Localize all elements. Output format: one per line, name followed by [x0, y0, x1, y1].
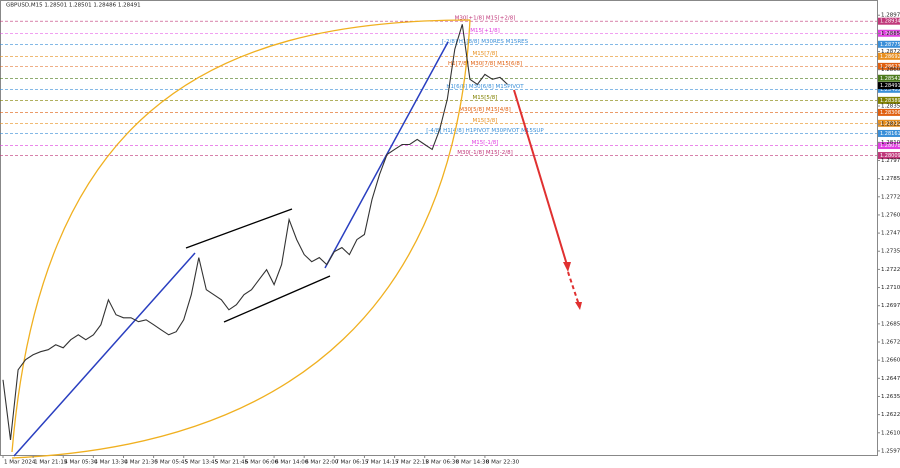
levels: 1.28934 M30[+1/8] M15[+2/8] 1.28851 M15[+1/…	[0, 16, 900, 160]
y-tick-label: 1.26225	[881, 412, 900, 418]
level-price: 1.28775	[880, 42, 900, 48]
level-price-box	[878, 17, 900, 25]
x-tick-label: 8 Mar 06:30	[426, 460, 460, 466]
x-tick-label: 5 Mar 05:45	[155, 460, 189, 466]
level-price-box	[878, 74, 900, 82]
y-tick-label: 1.26850	[881, 321, 900, 327]
level-label: M30[-1/8] M15[-2/8]	[457, 150, 513, 156]
y-tick-label: 1.28100	[881, 140, 900, 146]
y-tick-label: 1.27725	[881, 194, 900, 200]
level-price-box	[878, 129, 900, 137]
x-tick-label: 4 Mar 21:30	[124, 460, 158, 466]
level-label: H1[7/8] M30[7/8] M15[6/8]	[448, 61, 522, 67]
x-tick-label: 6 Mar 14:00	[275, 460, 309, 466]
level-price: 1.28389	[880, 98, 900, 104]
level-price: 1.28161	[880, 131, 900, 137]
y-tick-label: 1.25975	[881, 448, 900, 454]
x-tick-label: 5 Mar 21:45	[215, 460, 249, 466]
current-price-box	[878, 82, 900, 90]
level-price: 1.28692	[880, 54, 900, 60]
level-price-box	[878, 108, 900, 116]
level-price-box	[878, 85, 900, 93]
arrow-head	[575, 302, 582, 310]
current-price: 1.28491	[880, 83, 900, 89]
level-price: 1.28851	[880, 31, 900, 37]
y-tick-label: 1.28225	[881, 122, 900, 128]
x-tick-label: 5 Mar 13:45	[185, 460, 219, 466]
x-tick-label: 7 Mar 14:15	[365, 460, 399, 466]
level-label: M15[5/8]	[473, 95, 498, 101]
forecast-arrow	[513, 89, 568, 266]
level-price-box	[878, 40, 900, 48]
y-tick-label: 1.28600	[881, 67, 900, 73]
y-tick-label: 1.26350	[881, 394, 900, 400]
x-tick-label: 8 Mar 22:30	[486, 460, 520, 466]
y-tick-label: 1.26725	[881, 340, 900, 346]
y-tick-label: 1.26475	[881, 376, 900, 382]
level-label: H1[6/8] M30[6/8] M15PIVOT	[446, 84, 524, 90]
series	[2, 24, 508, 440]
level-price: 1.28306	[880, 110, 900, 116]
level-price-box	[878, 142, 900, 150]
y-tick-label: 1.27100	[881, 285, 900, 291]
chart-title: GBPUSD,M15 1.28501 1.28501 1.28486 1.284…	[6, 3, 141, 9]
channel-line	[223, 275, 331, 323]
x-tick-label: 7 Mar 22:15	[396, 460, 430, 466]
channel-line	[185, 208, 293, 249]
level-price-box	[878, 119, 900, 127]
level-label: [-2/8] H1[8/8] M30RES M15RES	[442, 39, 529, 45]
x-tick-label: 1 Mar 21:15	[34, 460, 68, 466]
level-price-box	[878, 152, 900, 160]
level-label: M15[+1/8]	[470, 28, 500, 34]
level-price: 1.28623	[880, 64, 900, 70]
level-label: M15[-1/8]	[472, 140, 499, 146]
y-tick-label: 1.27475	[881, 231, 900, 237]
x-tick-label: 4 Mar 05:30	[64, 460, 98, 466]
y-tick-label: 1.27975	[881, 158, 900, 164]
y-tick-label: 1.26975	[881, 303, 900, 309]
forecast-arrow	[567, 271, 580, 306]
y-tick-label: 1.28725	[881, 49, 900, 55]
level-price-box	[878, 62, 900, 70]
level-price-box	[878, 29, 900, 37]
y-tick-label: 1.28850	[881, 31, 900, 37]
x-tick-label: 6 Mar 06:00	[245, 460, 279, 466]
level-price: 1.28078	[880, 143, 900, 149]
arrow-head	[563, 262, 571, 272]
y-tick-label: 1.27850	[881, 176, 900, 182]
level-price: 1.28231	[880, 121, 900, 127]
level-price-box	[878, 96, 900, 104]
level-label: [-4/8] H1[4/8] H1PIVOT M30PIVOT M15SUP	[426, 128, 544, 134]
arc	[11, 19, 471, 459]
x-tick-label: 1 Mar 2024	[4, 460, 36, 466]
level-price: 1.28009	[880, 153, 900, 159]
x-tick-label: 7 Mar 06:15	[335, 460, 369, 466]
y-tick-label: 1.27225	[881, 267, 900, 273]
x-tick-label: 8 Mar 14:30	[456, 460, 490, 466]
x-tick-label: 4 Mar 13:30	[94, 460, 128, 466]
level-label: M30[5/8] M15[4/8]	[459, 107, 511, 113]
y-tick-label: 1.27350	[881, 249, 900, 255]
level-label: M15[3/8]	[473, 118, 498, 124]
level-price-box	[878, 52, 900, 60]
y-tick-label: 1.28350	[881, 104, 900, 110]
level-price: 1.28541	[880, 76, 900, 82]
plot-frame	[0, 0, 878, 456]
trend-line	[13, 252, 196, 457]
y-tick-label: 1.26100	[881, 430, 900, 436]
level-label: M30[+1/8] M15[+2/8]	[455, 16, 516, 22]
price-line	[2, 24, 508, 440]
level-price: 1.28465	[880, 87, 900, 93]
x-tick-label: 6 Mar 22:00	[305, 460, 339, 466]
y-tick-label: 1.27600	[881, 212, 900, 218]
y-tick-label: 1.26600	[881, 358, 900, 364]
level-price: 1.28934	[880, 19, 900, 25]
y-tick-label: 1.28975	[881, 13, 900, 19]
level-label: M15[7/8]	[473, 51, 498, 57]
